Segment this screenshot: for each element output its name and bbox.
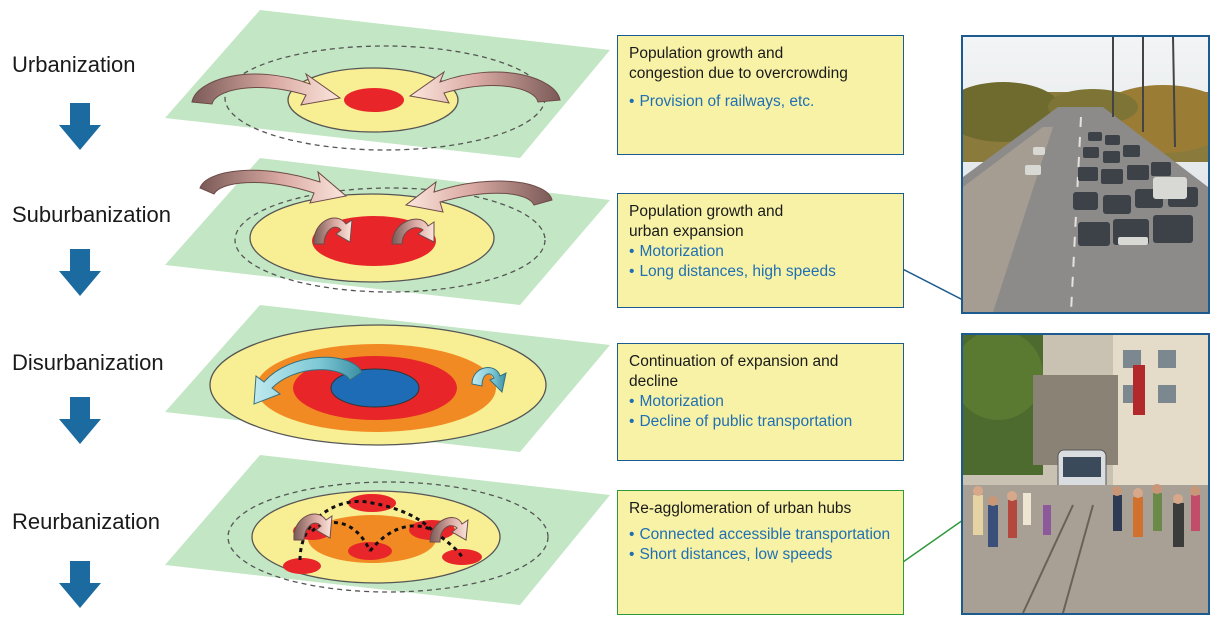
- traffic-jam-image: [963, 37, 1208, 312]
- pedestrian-street-photo: [961, 333, 1210, 615]
- box-bullet: Provision of railways, etc.: [629, 92, 893, 112]
- box-bullet: Motorization: [629, 392, 893, 412]
- reurbanization-plane: [165, 455, 610, 605]
- stage-label-reurbanization: Reurbanization: [12, 509, 160, 534]
- box-bullet: Connected accessible transportation: [629, 525, 893, 545]
- box-bullet: Long distances, high speeds: [629, 262, 893, 282]
- urbanization-plane: [165, 10, 610, 158]
- disurbanization-plane: [165, 305, 610, 452]
- down-arrow-icon: [59, 397, 101, 444]
- box-bullet: Short distances, low speeds: [629, 545, 893, 565]
- box-title-line: Re-agglomeration of urban hubs: [629, 500, 852, 517]
- box-title-line: Population growth and: [629, 203, 784, 220]
- stage-label-urbanization: Urbanization: [12, 52, 136, 77]
- box-title-line: congestion due to overcrowding: [629, 65, 848, 82]
- box-title-line: urban expansion: [629, 223, 744, 240]
- box-title-line: Continuation of expansion and: [629, 353, 839, 370]
- down-arrow-icon: [59, 249, 101, 296]
- description-box-reurbanization: Re-agglomeration of urban hubs Connected…: [617, 490, 904, 615]
- traffic-jam-photo: [961, 35, 1210, 314]
- pedestrian-street-image: [963, 335, 1208, 613]
- description-box-suburbanization: Population growth and urban expansion Mo…: [617, 193, 904, 308]
- box-bullet: Motorization: [629, 242, 893, 262]
- description-box-urbanization: Population growth and congestion due to …: [617, 35, 904, 155]
- box-bullet: Decline of public transportation: [629, 412, 893, 432]
- stage-label-suburbanization: Suburbanization: [12, 202, 172, 227]
- stage-label-disurbanization: Disurbanization: [12, 350, 164, 375]
- down-arrow-icon: [59, 561, 101, 608]
- box-title-line: Population growth and: [629, 45, 784, 62]
- description-box-disurbanization: Continuation of expansion and decline Mo…: [617, 343, 904, 461]
- down-arrow-icon: [59, 103, 101, 150]
- suburbanization-plane: [165, 158, 610, 305]
- box-title-line: decline: [629, 373, 679, 390]
